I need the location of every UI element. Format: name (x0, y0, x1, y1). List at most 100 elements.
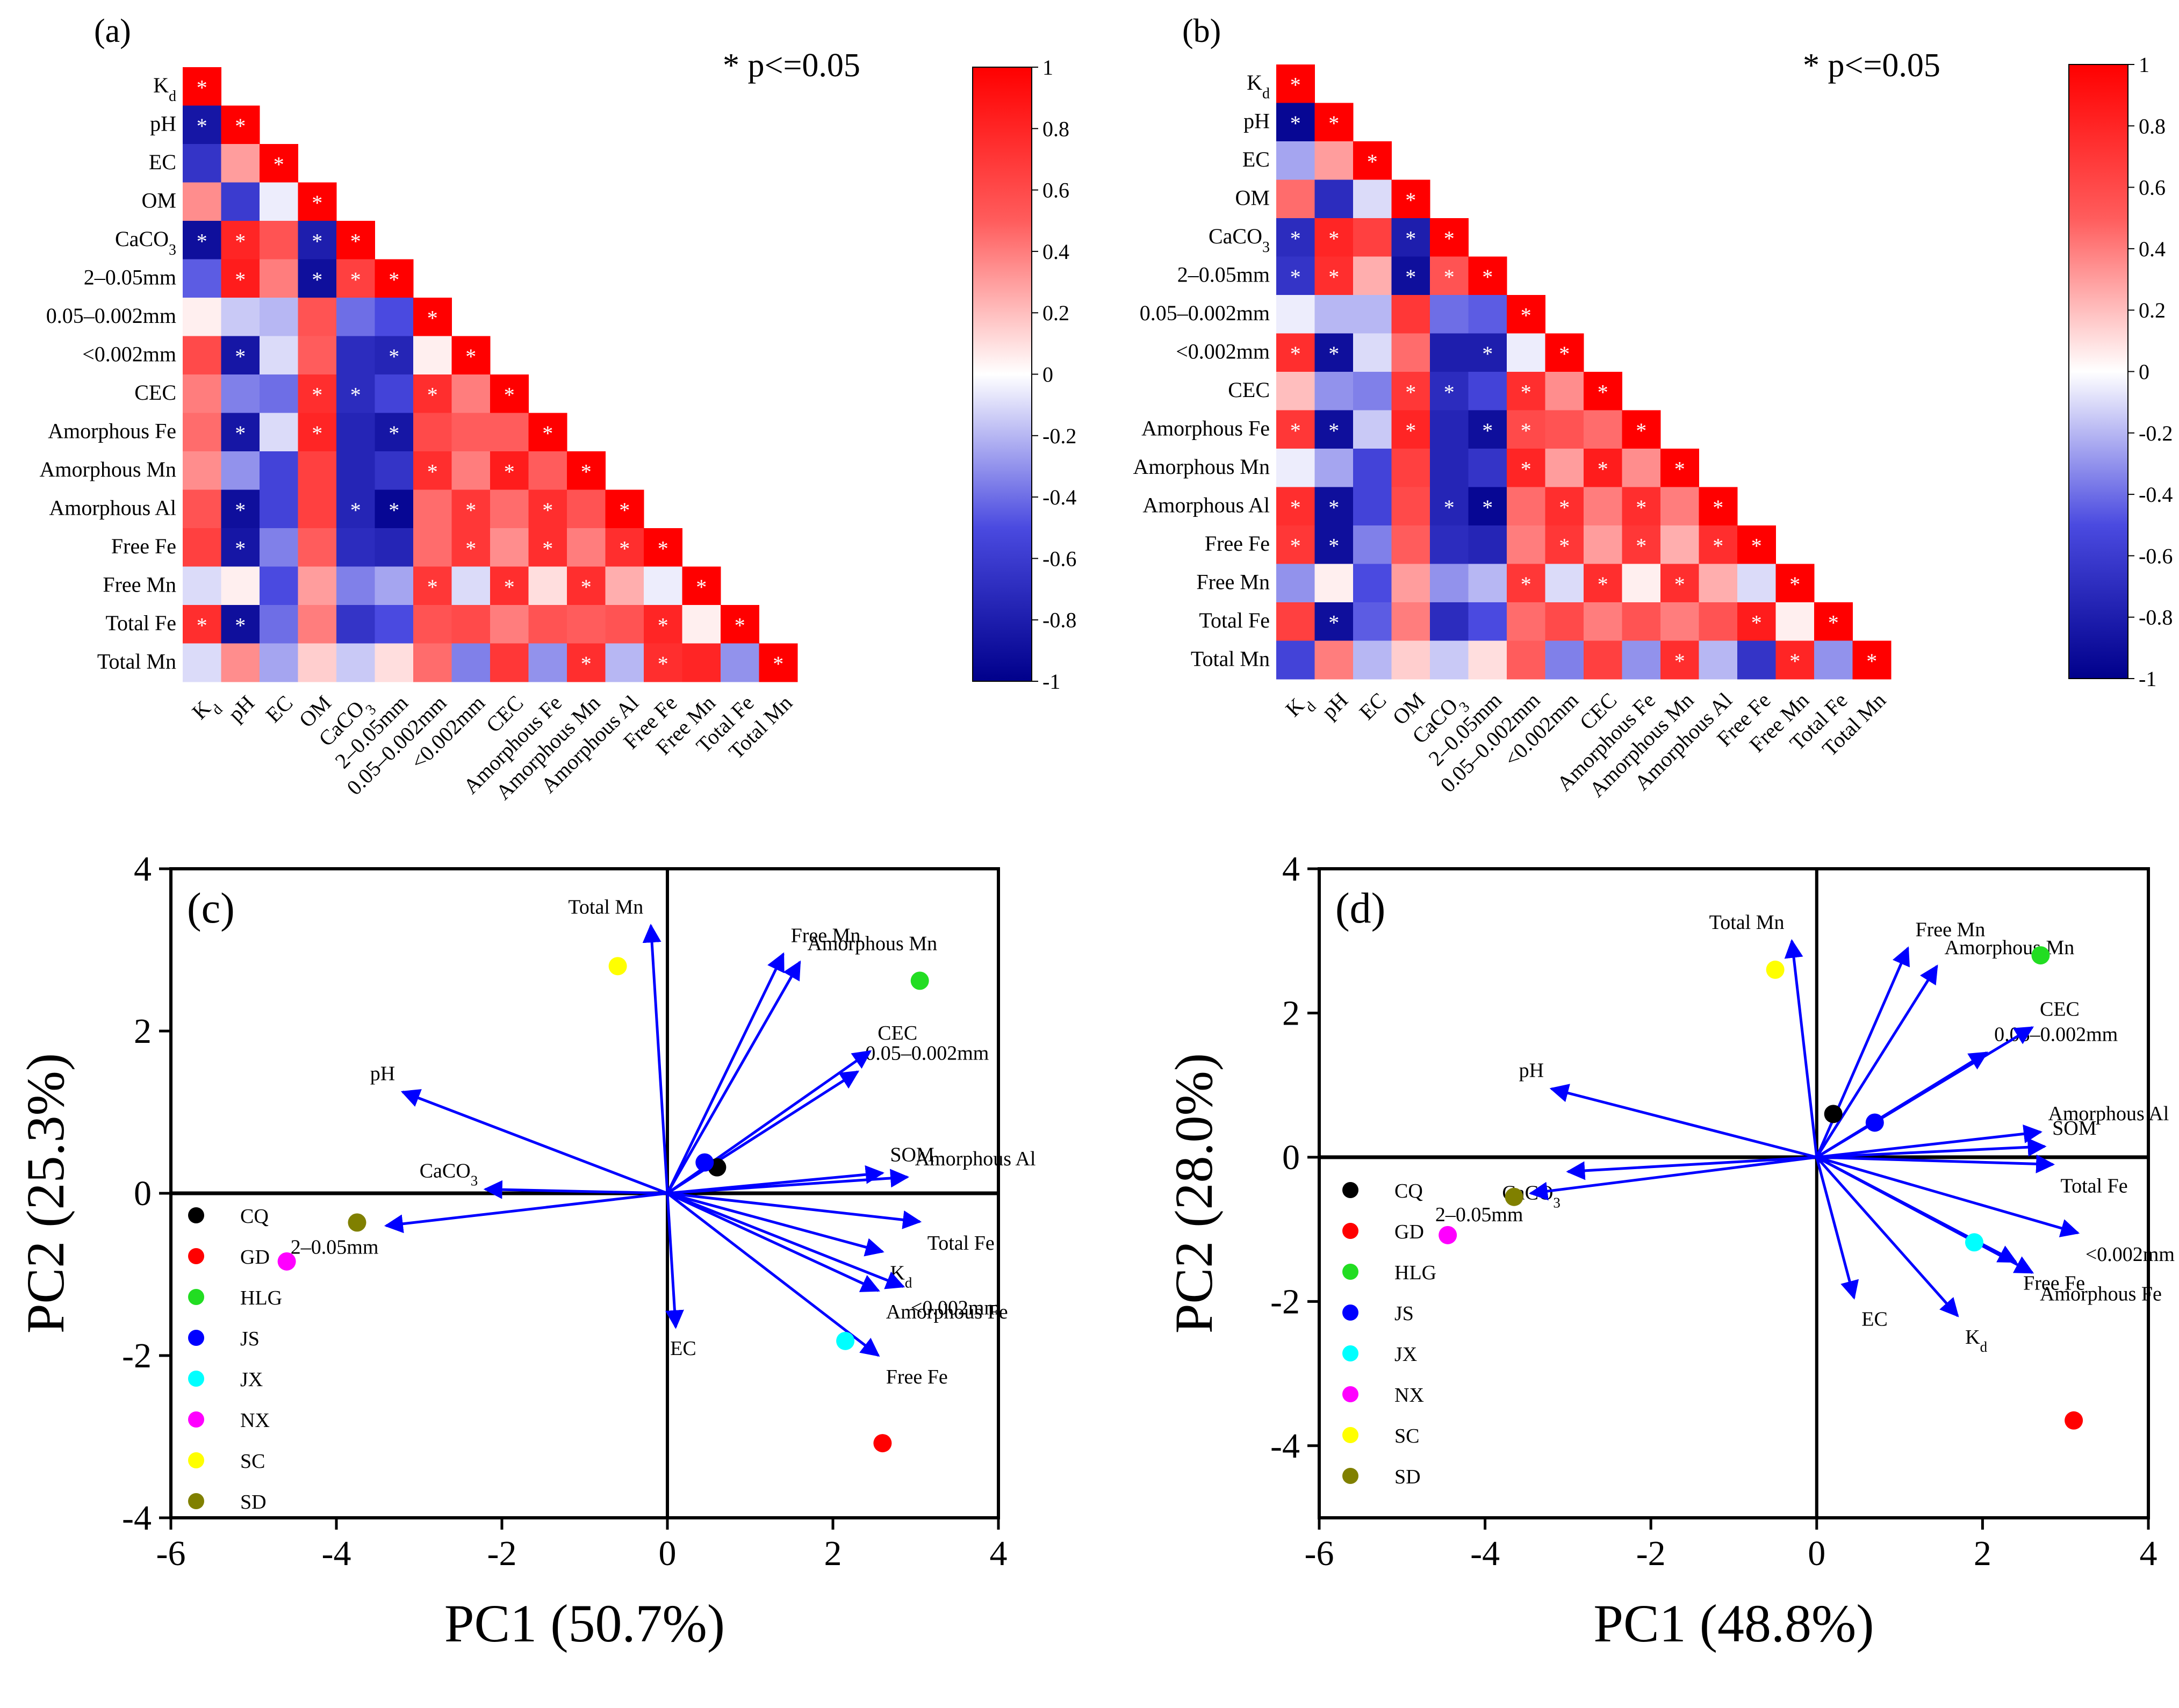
heatmap-cell (721, 643, 760, 682)
loading-label: EC (670, 1337, 696, 1360)
colorbar-tick-label: -0.8 (1042, 608, 1076, 632)
heatmap-cell (1276, 179, 1315, 219)
colorbar-tick-label: -1 (2139, 667, 2156, 691)
heatmap-cell (413, 643, 452, 682)
sample-point (1865, 1113, 1884, 1132)
heatmap-cell (1699, 640, 1738, 680)
significance-star: * (1789, 572, 1800, 596)
heatmap-cell (1430, 218, 1469, 257)
significance-star: * (1367, 149, 1378, 174)
heatmap-cell (1276, 333, 1315, 372)
significance-star: * (1328, 111, 1339, 135)
significance-star: * (1405, 188, 1416, 212)
heatmap-cell (1353, 602, 1392, 642)
heatmap-cell (413, 528, 452, 567)
significance-star: * (1405, 265, 1416, 289)
heatmap-cell (1507, 410, 1546, 449)
significance-star: * (1290, 342, 1301, 366)
heatmap-cell (413, 298, 452, 337)
significance-star: * (312, 421, 322, 445)
significance-star: * (235, 268, 246, 292)
x-tick-label: 2 (1974, 1534, 1991, 1573)
heatmap-cell (1314, 449, 1354, 488)
heatmap-cell (1468, 295, 1507, 334)
heatmap-cell (1507, 449, 1546, 488)
significance-star: * (235, 114, 246, 138)
heatmap-cell (1276, 103, 1315, 142)
legend-marker (1342, 1345, 1358, 1361)
significance-star: * (1751, 610, 1762, 635)
loading-vector (1815, 946, 1910, 1158)
heatmap-cell (1276, 564, 1315, 603)
heatmap-cell (759, 643, 798, 682)
heatmap-cell (375, 336, 414, 375)
row-label: Total Mn (1191, 647, 1270, 671)
loading-label: Total Mn (568, 896, 643, 919)
significance-star: * (427, 383, 438, 407)
row-label: Amorphous Al (49, 496, 176, 520)
panel-letter: (d) (1335, 885, 1385, 932)
colorbar-tick-label: 1 (2139, 53, 2149, 77)
panel-letter: (a) (94, 13, 131, 49)
y-tick-label: 4 (134, 849, 152, 889)
heatmap-cell (375, 298, 414, 337)
colorbar-tick-label: -0.4 (1042, 485, 1076, 509)
significance-star: * (274, 152, 284, 176)
heatmap-cell (221, 528, 260, 567)
loading-vector (666, 1192, 880, 1292)
row-label: OM (142, 189, 176, 213)
heatmap-cell (221, 221, 260, 260)
heatmap-cell (605, 643, 644, 682)
heatmap-cell (1622, 602, 1661, 642)
colorbar-tick-label: 1 (1042, 55, 1053, 80)
colorbar-tick-label: 0.4 (1042, 240, 1069, 264)
heatmap-cell (1468, 564, 1507, 603)
heatmap-cell (490, 566, 529, 606)
colorbar-tick-label: -1 (1042, 669, 1060, 694)
heatmap-cell (528, 643, 567, 682)
legend-marker (188, 1289, 204, 1305)
heatmap-cell (1660, 525, 1700, 565)
heatmap-cell (1276, 487, 1315, 526)
heatmap-panel-a: (a) * p<=0.05 * Kd * * pH * EC * OM * * * * CaCO3 * * * * 2–… (40, 13, 1077, 804)
heatmap-cell (1622, 564, 1661, 603)
significance-star: * (504, 575, 515, 599)
heatmap-cell (1430, 449, 1469, 488)
loading-vector (384, 1192, 668, 1234)
heatmap-cell (490, 374, 529, 414)
heatmap-cell (183, 451, 222, 491)
heatmap-cell (1391, 640, 1430, 680)
significance-star: * (1713, 534, 1723, 558)
significance-star: * (1598, 572, 1608, 596)
loading-label: SOM (2052, 1117, 2096, 1140)
row-label: CaCO3 (115, 227, 176, 258)
legend-marker (1342, 1182, 1358, 1198)
y-tick-label: -2 (1270, 1282, 1300, 1321)
legend-marker (188, 1248, 204, 1264)
heatmap-cell (413, 336, 452, 375)
heatmap-cell (567, 528, 606, 567)
heatmap-cell (1545, 525, 1584, 565)
heatmap-cell (1276, 602, 1315, 642)
heatmap-cell (260, 336, 299, 375)
loading-label: 0.05–0.002mm (865, 1042, 989, 1065)
significance-star: * (427, 459, 438, 484)
heatmap-cell (183, 528, 222, 567)
heatmap-cell (451, 374, 491, 414)
heatmap-cell (1353, 640, 1392, 680)
heatmap-cell (375, 566, 414, 606)
panel-letter: (c) (187, 885, 235, 932)
legend-label: JX (240, 1368, 263, 1391)
colorbar-tick-label: -0.6 (2139, 544, 2173, 568)
significance-star: * (1674, 572, 1685, 596)
column-label: Kd (1281, 688, 1319, 726)
loading-vector (1816, 1156, 2080, 1237)
heatmap-cell (1622, 449, 1661, 488)
loading-vector (666, 1050, 872, 1195)
heatmap-cell (1430, 372, 1469, 411)
legend-label: NX (240, 1409, 270, 1432)
heatmap-cell (221, 298, 260, 337)
heatmap-cell (298, 528, 337, 567)
heatmap-cell (1314, 372, 1354, 411)
